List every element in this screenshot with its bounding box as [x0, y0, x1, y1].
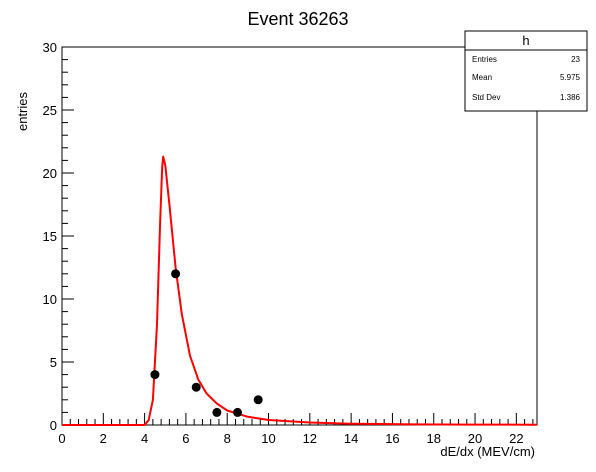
x-tick-label: 22: [509, 431, 523, 446]
y-tick-label: 25: [43, 103, 57, 118]
x-tick-label: 12: [303, 431, 317, 446]
x-tick-label: 14: [344, 431, 358, 446]
y-tick-label: 5: [50, 355, 57, 370]
series-layer: [62, 155, 538, 426]
stats-mean-label: Mean: [472, 73, 492, 82]
x-tick-label: 18: [427, 431, 441, 446]
stats-stddev-value: 1.386: [560, 93, 581, 102]
x-tick-label: 0: [58, 431, 65, 446]
data-point: [171, 269, 181, 279]
x-tick-label: 4: [141, 431, 148, 446]
chart-title: Event 36263: [247, 9, 348, 29]
stats-stddev-label: Std Dev: [472, 93, 500, 102]
x-axis-label: dE/dx (MEV/cm): [440, 444, 535, 459]
x-axis: 0 2 4 6 8 10 12 14 16 18 20 22: [58, 413, 534, 446]
data-point: [150, 370, 160, 380]
stats-box: h Entries 23 Mean 5.975 Std Dev 1.386: [464, 30, 588, 112]
data-point: [191, 382, 201, 392]
y-axis-label: entries: [15, 92, 30, 132]
y-tick-label: 10: [43, 292, 57, 307]
x-tick-label: 6: [182, 431, 189, 446]
stats-box-frame: [464, 30, 588, 112]
data-point: [253, 395, 263, 405]
y-tick-label: 30: [43, 40, 57, 55]
x-tick-label: 16: [385, 431, 399, 446]
fit-curve: [62, 155, 538, 426]
y-axis: 0 5 10 15 20 25 30: [43, 40, 74, 433]
x-tick-label: 8: [224, 431, 231, 446]
stats-mean-value: 5.975: [560, 73, 581, 82]
stats-entries-label: Entries: [472, 55, 497, 64]
x-tick-label: 10: [261, 431, 275, 446]
stats-entries-value: 23: [571, 55, 580, 64]
y-tick-label: 20: [43, 166, 57, 181]
y-tick-label: 0: [50, 418, 57, 433]
data-point: [233, 407, 243, 417]
x-tick-label: 20: [468, 431, 482, 446]
data-point: [212, 407, 222, 417]
stats-box-name: h: [522, 33, 529, 48]
x-tick-label: 2: [100, 431, 107, 446]
y-tick-label: 15: [43, 229, 57, 244]
